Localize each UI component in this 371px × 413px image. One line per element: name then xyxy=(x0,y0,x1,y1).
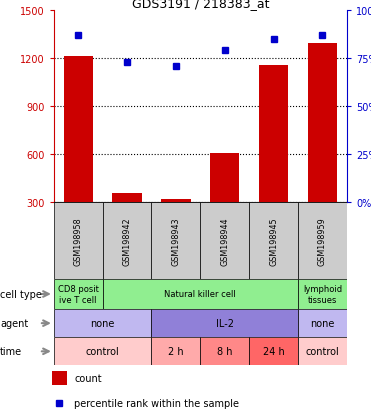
Bar xyxy=(63,57,93,203)
Text: 24 h: 24 h xyxy=(263,347,285,356)
Text: Natural killer cell: Natural killer cell xyxy=(164,290,236,299)
Bar xyxy=(249,337,298,366)
Title: GDS3191 / 218383_at: GDS3191 / 218383_at xyxy=(132,0,269,9)
Text: lymphoid
tissues: lymphoid tissues xyxy=(303,285,342,304)
Bar xyxy=(151,203,200,279)
Text: IL-2: IL-2 xyxy=(216,318,234,328)
Text: GSM198942: GSM198942 xyxy=(122,217,132,265)
Text: percentile rank within the sample: percentile rank within the sample xyxy=(74,398,239,408)
Bar xyxy=(151,337,200,366)
Bar xyxy=(151,309,298,337)
Text: agent: agent xyxy=(0,318,28,328)
Bar xyxy=(249,203,298,279)
Bar xyxy=(112,194,142,203)
Text: 2 h: 2 h xyxy=(168,347,184,356)
Bar xyxy=(54,309,151,337)
Text: 8 h: 8 h xyxy=(217,347,233,356)
Bar xyxy=(308,44,337,203)
Text: control: control xyxy=(306,347,339,356)
Text: control: control xyxy=(86,347,119,356)
Bar xyxy=(54,337,151,366)
Bar xyxy=(210,154,239,203)
Bar xyxy=(52,371,67,385)
Text: none: none xyxy=(91,318,115,328)
Bar xyxy=(298,279,347,309)
Text: GSM198944: GSM198944 xyxy=(220,217,229,265)
Text: time: time xyxy=(0,347,22,356)
Bar xyxy=(298,337,347,366)
Text: GSM198945: GSM198945 xyxy=(269,217,278,265)
Bar xyxy=(161,199,191,203)
Text: cell type: cell type xyxy=(0,289,42,299)
Bar xyxy=(298,309,347,337)
Text: GSM198958: GSM198958 xyxy=(74,217,83,265)
Bar xyxy=(54,279,103,309)
Bar xyxy=(103,279,298,309)
Bar xyxy=(298,203,347,279)
Bar xyxy=(103,203,151,279)
Bar xyxy=(200,203,249,279)
Text: count: count xyxy=(74,373,102,383)
Text: GSM198959: GSM198959 xyxy=(318,217,327,265)
Bar xyxy=(200,337,249,366)
Bar xyxy=(259,66,288,203)
Bar xyxy=(54,203,103,279)
Text: none: none xyxy=(310,318,335,328)
Text: GSM198943: GSM198943 xyxy=(171,217,180,265)
Text: CD8 posit
ive T cell: CD8 posit ive T cell xyxy=(58,285,99,304)
